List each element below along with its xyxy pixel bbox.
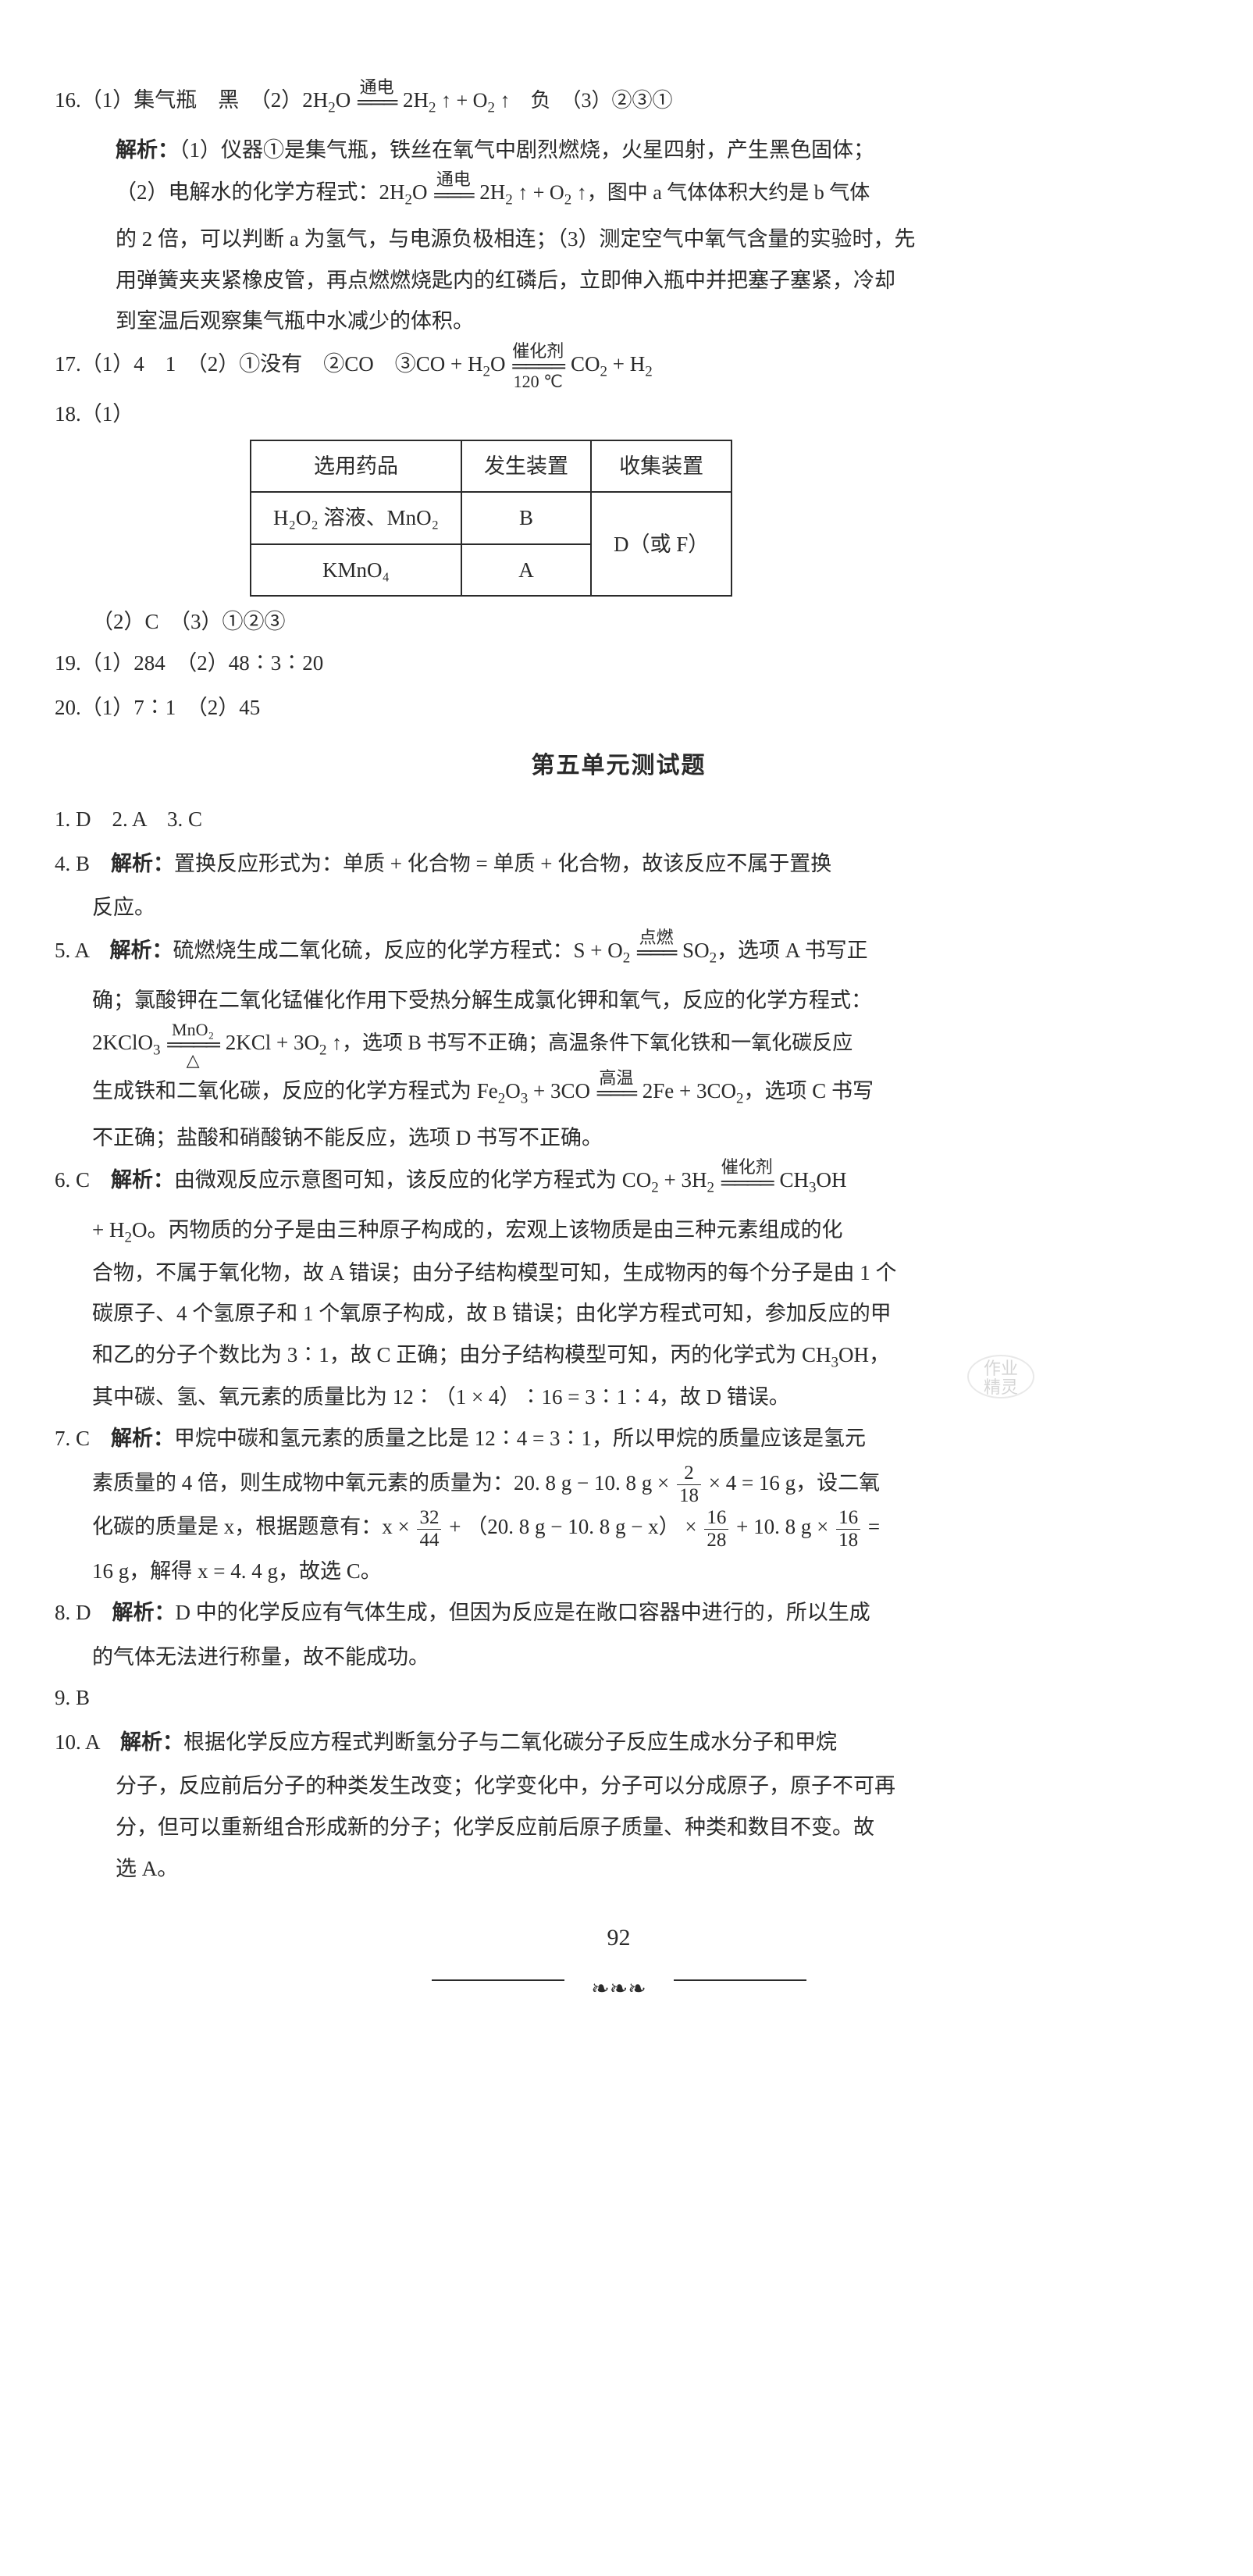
q16-line1-d: ↑ + O bbox=[436, 89, 488, 112]
q7-t4: 16 g，解得 x = 4. 4 g，故选 C。 bbox=[55, 1551, 1183, 1592]
col-header: 选用药品 bbox=[251, 440, 461, 493]
q8-head: 8. D bbox=[55, 1601, 112, 1624]
table-row: 选用药品 发生装置 收集装置 bbox=[251, 440, 732, 493]
q5-head: 5. A bbox=[55, 939, 110, 962]
q4-head: 4. B bbox=[55, 852, 111, 875]
q6-t5: 和乙的分子个数比为 3∶1，故 C 正确；由分子结构模型可知，丙的化学式为 CH… bbox=[55, 1334, 1183, 1377]
fraction: 1628 bbox=[704, 1507, 728, 1551]
cell: H₂O₂ 溶液、MnO₂ bbox=[251, 492, 461, 544]
q17-a: 17.（1）4 1 （2）①没有 ②CO ③CO + H bbox=[55, 352, 483, 376]
q16-exp5: 到室温后观察集气瓶中水减少的体积。 bbox=[55, 301, 1183, 342]
col-header: 发生装置 bbox=[461, 440, 591, 493]
q16-line1-e: ↑ 负 （3）②③① bbox=[495, 89, 673, 112]
q16-exp4: 用弹簧夹夹紧橡皮管，再点燃燃烧匙内的红磷后，立即伸入瓶中并把塞子塞紧，冷却 bbox=[55, 260, 1183, 301]
q5-t3: 2KClO3 MnO₂ ════ △ 2KCl + 3O2 ↑，选项 B 书写不… bbox=[55, 1021, 1183, 1069]
q16-exp2: （2）电解水的化学方程式：2H2O 通电 ═══ 2H2 ↑ + O2 ↑，图中… bbox=[55, 170, 1183, 219]
question-4: 4. B 解析：置换反应形式为：单质 + 化合物 = 单质 + 化合物，故该反应… bbox=[55, 843, 1183, 885]
q18-tail: （2）C （3）①②③ bbox=[55, 601, 1183, 643]
explain-label: 解析： bbox=[112, 1601, 176, 1624]
q5-t5: 不正确；盐酸和硝酸钠不能反应，选项 D 书写不正确。 bbox=[55, 1117, 1183, 1159]
q10-head: 10. A bbox=[55, 1730, 120, 1754]
eq-arrow-icon: 催化剂 ════ 120 ℃ bbox=[512, 342, 564, 390]
question-9: 9. B bbox=[55, 1677, 1183, 1719]
question-1-3: 1. D 2. A 3. C bbox=[55, 799, 1183, 840]
footer-decoration: ❧❧❧ bbox=[432, 1967, 806, 1993]
merged-cell: D（或 F） bbox=[591, 492, 732, 596]
question-7: 7. C 解析：甲烷中碳和氢元素的质量之比是 12∶4 = 3∶1，所以甲烷的质… bbox=[55, 1418, 1183, 1459]
eq-arrow-icon: 高温 ═══ bbox=[597, 1069, 635, 1117]
page-number: 92 bbox=[55, 1915, 1183, 1961]
eq-arrow-icon: 点燃 ═══ bbox=[637, 928, 675, 977]
q4-t1: 置换反应形式为：单质 + 化合物 = 单质 + 化合物，故该反应不属于置换 bbox=[174, 852, 831, 875]
question-8: 8. D 解析：D 中的化学反应有气体生成，但因为反应是在敞口容器中进行的，所以… bbox=[55, 1592, 1183, 1634]
cell: B bbox=[461, 492, 591, 544]
question-5: 5. A 解析：硫燃烧生成二氧化硫，反应的化学方程式：S + O2 点燃 ═══… bbox=[55, 928, 1183, 977]
eq-arrow-icon: MnO₂ ════ △ bbox=[167, 1021, 219, 1069]
q7-t3: 化碳的质量是 x，根据题意有：x × 3244 + （20. 8 g − 10.… bbox=[55, 1506, 1183, 1551]
q16-line1-a: 16.（1）集气瓶 黑 （2）2H bbox=[55, 88, 328, 112]
explain-label: 解析： bbox=[120, 1730, 183, 1754]
question-17: 17.（1）4 1 （2）①没有 ②CO ③CO + H2O 催化剂 ════ … bbox=[55, 342, 1183, 390]
col-header: 收集装置 bbox=[591, 440, 732, 493]
q10-t2: 分子，反应前后分子的种类发生改变；化学变化中，分子可以分成原子，原子不可再 bbox=[55, 1765, 1183, 1807]
q5-t2: 确；氯酸钾在二氧化锰催化作用下受热分解生成氯化钾和氧气，反应的化学方程式： bbox=[55, 980, 1183, 1021]
question-18-head: 18.（1） bbox=[55, 394, 1183, 435]
q16-exp3: 的 2 倍，可以判断 a 为氢气，与电源负极相连；（3）测定空气中氧气含量的实验… bbox=[55, 219, 1183, 260]
question-10: 10. A 解析：根据化学反应方程式判断氢分子与二氧化碳分子反应生成水分子和甲烷 bbox=[55, 1722, 1183, 1763]
eq-arrow-icon: 通电 ═══ bbox=[434, 170, 472, 219]
fraction: 218 bbox=[677, 1463, 701, 1506]
fraction: 1618 bbox=[836, 1507, 860, 1551]
question-16: 16.（1）集气瓶 黑 （2）2H2O 通电 ═══ 2H2 ↑ + O2 ↑ … bbox=[55, 78, 1183, 126]
q6-t2: + H2O。丙物质的分子是由三种原子构成的，宏观上该物质是由三种元素组成的化 bbox=[55, 1210, 1183, 1252]
q6-t3: 合物，不属于氧化物，故 A 错误；由分子结构模型可知，生成物丙的每个分子是由 1… bbox=[55, 1252, 1183, 1294]
q16-line1-b: O bbox=[336, 88, 351, 112]
eq-arrow-icon: 催化剂 ════ bbox=[721, 1158, 773, 1206]
q6-head: 6. C bbox=[55, 1169, 111, 1192]
section-title: 第五单元测试题 bbox=[55, 743, 1183, 789]
page-footer: 92 ❧❧❧ bbox=[55, 1915, 1183, 2007]
q5-t4: 生成铁和二氧化碳，反应的化学方程式为 Fe2O3 + 3CO 高温 ═══ 2F… bbox=[55, 1069, 1183, 1117]
explain-label: 解析： bbox=[111, 852, 174, 875]
sub2: 2 bbox=[328, 99, 336, 116]
q10-t3: 分，但可以重新组合形成新的分子；化学反应前后原子质量、种类和数目不变。故 bbox=[55, 1807, 1183, 1848]
q18-table: 选用药品 发生装置 收集装置 H₂O₂ 溶液、MnO₂ B D（或 F） KMn… bbox=[250, 440, 732, 597]
q6-t4: 碳原子、4 个氢原子和 1 个氧原子构成，故 B 错误；由化学方程式可知，参加反… bbox=[55, 1293, 1183, 1334]
q8-t2: 的气体无法进行称量，故不能成功。 bbox=[55, 1637, 1183, 1678]
q16-explain: 解析：（1）仪器①是集气瓶，铁丝在氧气中剧烈燃烧，火星四射，产生黑色固体； bbox=[55, 130, 1183, 171]
explain-label: 解析： bbox=[110, 939, 173, 962]
explain-label: 解析： bbox=[111, 1427, 174, 1450]
leaf-icon: ❧❧❧ bbox=[591, 1969, 646, 2011]
cell: A bbox=[461, 544, 591, 597]
question-20: 20.（1）7∶1 （2）45 bbox=[55, 687, 1183, 729]
table-row: H₂O₂ 溶液、MnO₂ B D（或 F） bbox=[251, 492, 732, 544]
question-19: 19.（1）284 （2）48∶3∶20 bbox=[55, 643, 1183, 684]
q16-line1-c: 2H bbox=[403, 88, 429, 112]
fraction: 3244 bbox=[417, 1507, 441, 1551]
q10-t4: 选 A。 bbox=[55, 1848, 1183, 1890]
question-6: 6. C 解析：由微观反应示意图可知，该反应的化学方程式为 CO2 + 3H2 … bbox=[55, 1158, 1183, 1206]
eq-arrow-icon: 通电 ═══ bbox=[358, 78, 396, 126]
q7-head: 7. C bbox=[55, 1427, 111, 1450]
q4-t2: 反应。 bbox=[55, 887, 1183, 928]
q6-t6: 其中碳、氢、氧元素的质量比为 12∶（1 × 4）∶16 = 3∶1∶4，故 D… bbox=[55, 1377, 1183, 1418]
cell: KMnO₄ bbox=[251, 544, 461, 597]
q7-t2: 素质量的 4 倍，则生成物中氧元素的质量为：20. 8 g − 10. 8 g … bbox=[55, 1463, 1183, 1507]
explain-label: 解析： bbox=[111, 1169, 174, 1192]
explain-label: 解析： bbox=[116, 138, 179, 162]
q16-exp1: （1）仪器①是集气瓶，铁丝在氧气中剧烈燃烧，火星四射，产生黑色固体； bbox=[179, 138, 874, 162]
